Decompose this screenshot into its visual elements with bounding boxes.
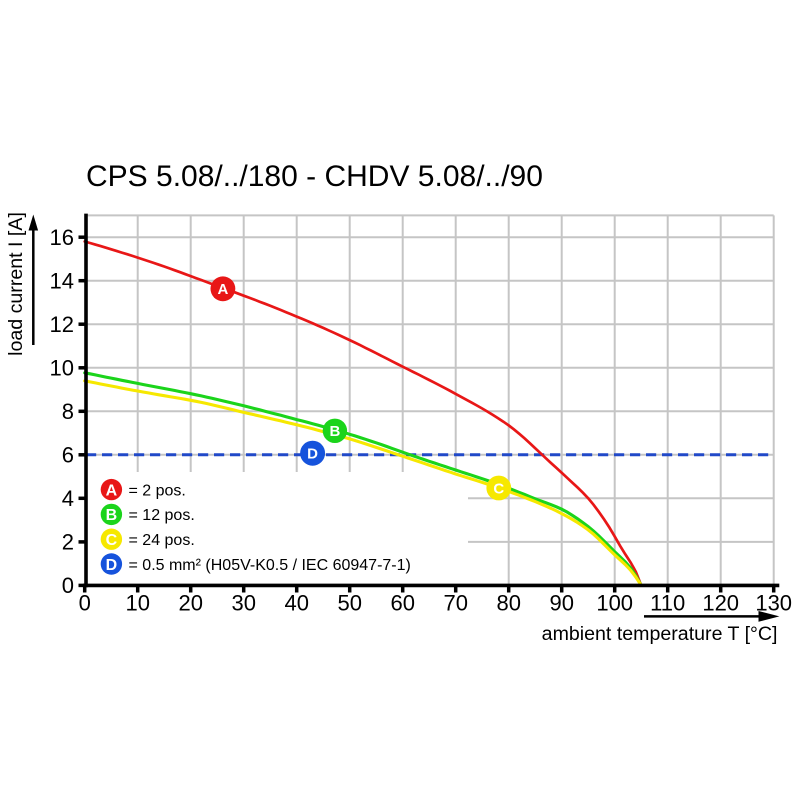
svg-text:40: 40: [284, 591, 308, 616]
svg-text:= 2 pos.: = 2 pos.: [129, 482, 186, 499]
svg-text:80: 80: [496, 591, 520, 616]
svg-text:4: 4: [62, 486, 74, 511]
svg-text:6: 6: [62, 443, 74, 468]
svg-text:C: C: [106, 532, 118, 549]
svg-text:50: 50: [337, 591, 361, 616]
svg-text:ambient temperature T [°C]: ambient temperature T [°C]: [542, 623, 778, 645]
svg-text:16: 16: [50, 225, 74, 250]
svg-text:20: 20: [178, 591, 202, 616]
svg-text:0: 0: [62, 573, 74, 598]
svg-text:130: 130: [755, 591, 792, 616]
svg-text:C: C: [493, 480, 504, 497]
svg-text:A: A: [106, 482, 118, 499]
svg-text:B: B: [106, 507, 118, 524]
svg-text:D: D: [307, 446, 318, 463]
svg-text:30: 30: [231, 591, 255, 616]
svg-text:= 0.5 mm² (H05V-K0.5 / IEC 609: = 0.5 mm² (H05V-K0.5 / IEC 60947-7-1): [129, 557, 411, 574]
svg-text:12: 12: [50, 312, 74, 337]
svg-text:60: 60: [390, 591, 414, 616]
svg-text:B: B: [329, 423, 340, 440]
svg-text:110: 110: [650, 591, 685, 616]
svg-text:100: 100: [596, 591, 633, 616]
svg-text:A: A: [217, 281, 228, 298]
svg-text:= 24 pos.: = 24 pos.: [129, 532, 195, 549]
svg-text:0: 0: [79, 591, 91, 616]
svg-text:90: 90: [549, 591, 573, 616]
svg-text:load current I [A]: load current I [A]: [5, 212, 27, 356]
svg-text:10: 10: [125, 591, 149, 616]
svg-text:8: 8: [62, 399, 74, 424]
svg-text:CPS 5.08/../180 - CHDV 5.08/..: CPS 5.08/../180 - CHDV 5.08/../90: [86, 160, 543, 193]
svg-text:70: 70: [443, 591, 467, 616]
svg-text:2: 2: [62, 530, 74, 555]
svg-text:10: 10: [50, 356, 74, 381]
svg-text:14: 14: [50, 269, 74, 294]
svg-text:120: 120: [702, 591, 739, 616]
svg-text:= 12 pos.: = 12 pos.: [129, 507, 195, 524]
svg-text:D: D: [106, 557, 118, 574]
